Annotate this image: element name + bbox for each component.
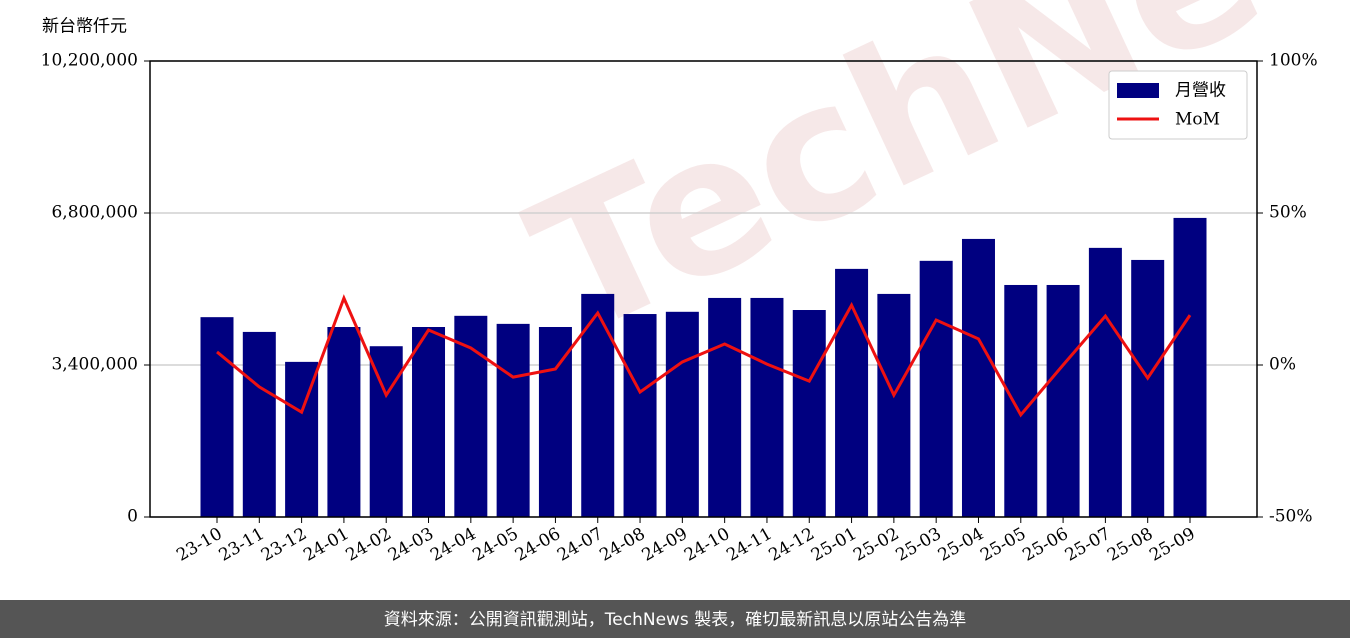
x-tick-label: 25-08 [1104, 524, 1156, 566]
footer: 資料來源：公開資訊觀測站，TechNews 製表，確切最新訊息以原站公告為準 [384, 610, 966, 630]
bar [1173, 217, 1207, 517]
x-tick-label: 24-12 [766, 524, 818, 566]
bar [665, 311, 699, 517]
bar [708, 297, 742, 517]
y2-tick-label: 100% [1269, 51, 1318, 71]
y-tick-label: 10,200,000 [41, 51, 138, 71]
x-tick-label: 24-05 [469, 524, 521, 566]
x-tick-label: 24-09 [639, 524, 691, 566]
bar [412, 327, 446, 517]
x-tick-label: 24-01 [300, 524, 352, 566]
bar [1131, 259, 1165, 517]
x-tick-label: 25-07 [1062, 524, 1114, 566]
x-tick-label: 24-11 [723, 524, 775, 566]
bar [242, 331, 276, 517]
x-tick-label: 24-10 [681, 524, 733, 566]
bar [496, 323, 530, 517]
y-tick-label: 6,800,000 [51, 203, 138, 223]
bar [835, 268, 869, 517]
y2-tick-label: -50% [1269, 507, 1313, 527]
x-tick-label: 23-12 [258, 524, 310, 566]
x-tick-label: 24-04 [427, 524, 479, 566]
x-tick-label: 25-03 [892, 524, 944, 566]
mom-line [216, 294, 1192, 418]
y2-tick-label: 0% [1269, 355, 1296, 375]
x-tick-label: 25-01 [808, 524, 860, 566]
plot-frame [149, 60, 1258, 518]
bar [538, 327, 572, 517]
bar [750, 297, 784, 517]
x-tick-label: 25-04 [935, 524, 987, 566]
y-tick-label: 0 [127, 507, 138, 527]
x-tick-label: 25-06 [1019, 524, 1071, 566]
bar [961, 238, 995, 517]
y-axis-label: 新台幣仟元 [42, 17, 127, 37]
bar [1088, 247, 1122, 517]
x-tick-label: 25-09 [1146, 524, 1198, 566]
legend-label: 月營收 [1175, 81, 1226, 101]
bar [327, 327, 361, 517]
x-tick-label: 24-06 [512, 524, 564, 566]
x-tick-label: 24-03 [385, 524, 437, 566]
bar [454, 315, 488, 517]
y-tick-label: 3,400,000 [51, 355, 138, 375]
bar [877, 293, 911, 517]
bar [792, 310, 826, 517]
legend-swatch [1117, 83, 1159, 98]
bar [200, 317, 234, 517]
bar [1046, 284, 1080, 517]
legend-label: MoM [1175, 110, 1220, 130]
bar [369, 346, 403, 517]
x-tick-label: 25-02 [850, 524, 902, 566]
x-tick-label: 25-05 [977, 524, 1029, 566]
x-tick-label: 24-02 [343, 524, 395, 566]
bar [919, 260, 953, 517]
x-tick-label: 23-10 [173, 524, 225, 566]
x-tick-label: 23-11 [216, 524, 268, 566]
x-tick-label: 24-08 [596, 524, 648, 566]
y2-tick-label: 50% [1269, 203, 1307, 223]
bar [623, 314, 657, 517]
x-tick-label: 24-07 [554, 524, 606, 566]
bar [285, 361, 319, 517]
footer-bar [0, 600, 1350, 638]
